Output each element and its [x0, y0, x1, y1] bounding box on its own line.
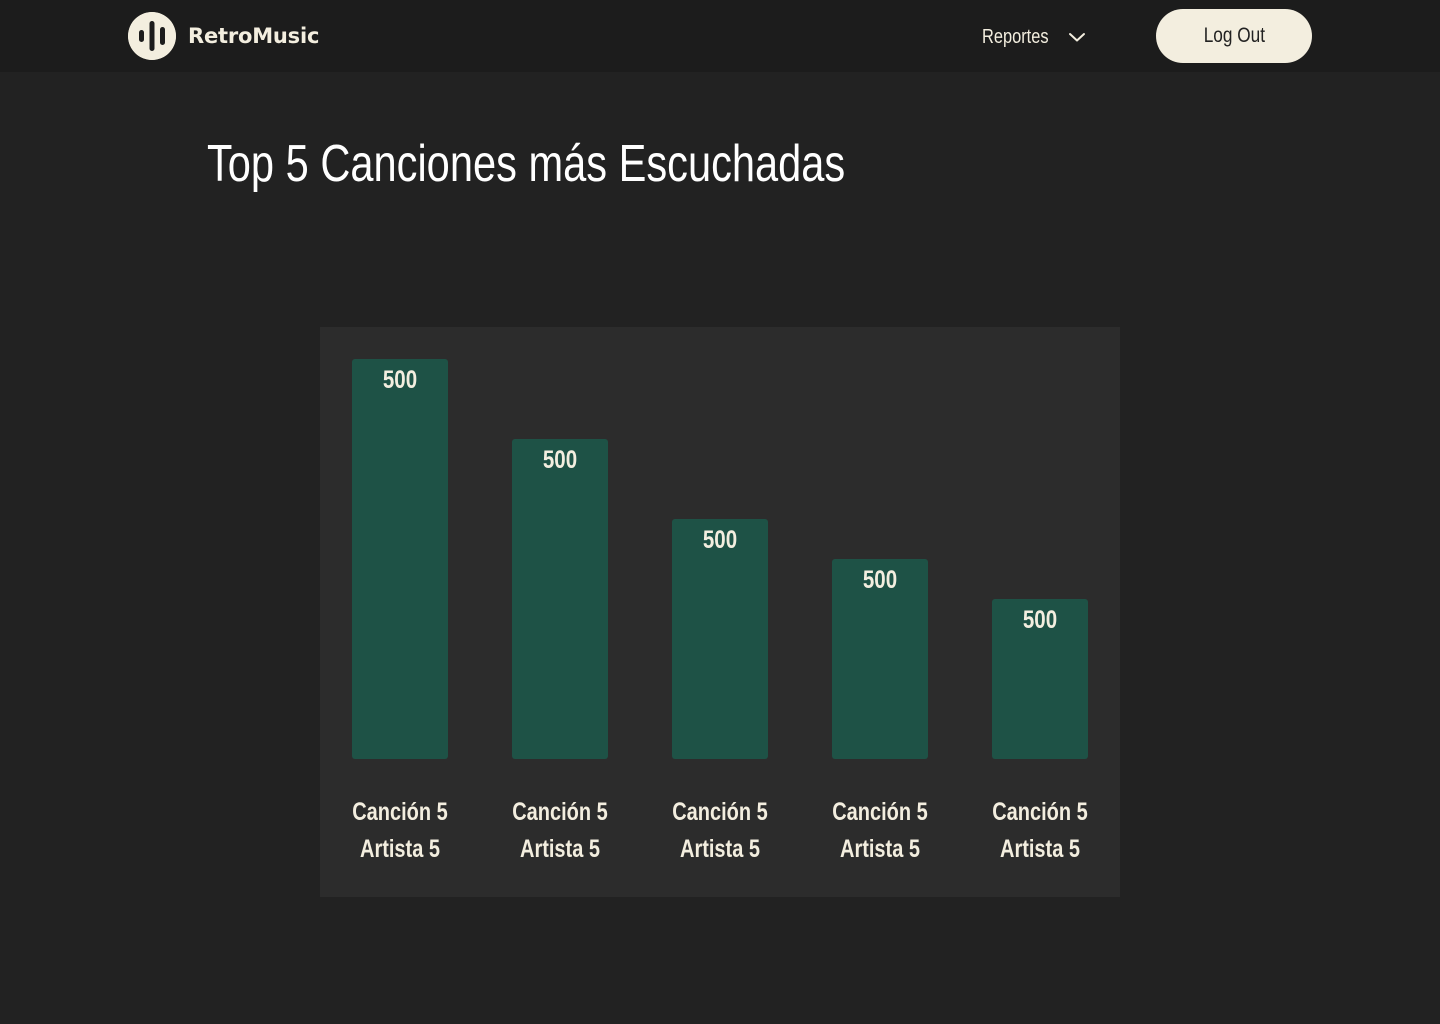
bar-value-label-2: 500	[543, 445, 577, 473]
sound-wave-icon	[128, 12, 176, 60]
brand-link[interactable]: RetroMusic	[128, 12, 319, 60]
bar-song-label-5: Canción 5	[992, 798, 1088, 826]
bar-artist-label-2: Artista 5	[520, 835, 600, 863]
bar-song-label-3: Canción 5	[672, 798, 768, 826]
bar-chart: 500 Canción 5 Artista 5 500 Canción 5 Artista…	[352, 359, 1088, 863]
page-title: Top 5 Canciones más Escuchadas	[207, 135, 846, 193]
chevron-down-icon	[1069, 33, 1085, 42]
chart-bar-1	[352, 359, 448, 759]
bar-artist-label-3: Artista 5	[680, 835, 760, 863]
bar-value-label-4: 500	[863, 565, 897, 593]
chart-bar-3	[672, 519, 768, 759]
logout-button-label: Log Out	[1203, 24, 1265, 47]
chart-panel: 500 Canción 5 Artista 5 500 Canción 5 Artista…	[320, 327, 1120, 897]
bar-song-label-2: Canción 5	[512, 798, 608, 826]
bar-song-label-4: Canción 5	[832, 798, 928, 826]
chart-bar-4	[832, 559, 928, 759]
bar-artist-label-1: Artista 5	[360, 835, 440, 863]
reportes-dropdown[interactable]: Reportes	[982, 20, 1086, 54]
bar-value-label-1: 500	[383, 365, 417, 393]
chart-bar-5	[992, 599, 1088, 759]
chart-bar-2	[512, 439, 608, 759]
brand-name: RetroMusic	[188, 24, 320, 48]
bar-value-label-3: 500	[703, 525, 737, 553]
reportes-dropdown-label: Reportes	[982, 25, 1049, 48]
navbar: RetroMusic Reportes Log Out	[0, 0, 1440, 72]
logout-button[interactable]: Log Out	[1156, 9, 1312, 63]
bar-value-label-5: 500	[1023, 605, 1057, 633]
bar-artist-label-5: Artista 5	[1000, 835, 1080, 863]
bar-artist-label-4: Artista 5	[840, 835, 920, 863]
bar-song-label-1: Canción 5	[352, 798, 448, 826]
